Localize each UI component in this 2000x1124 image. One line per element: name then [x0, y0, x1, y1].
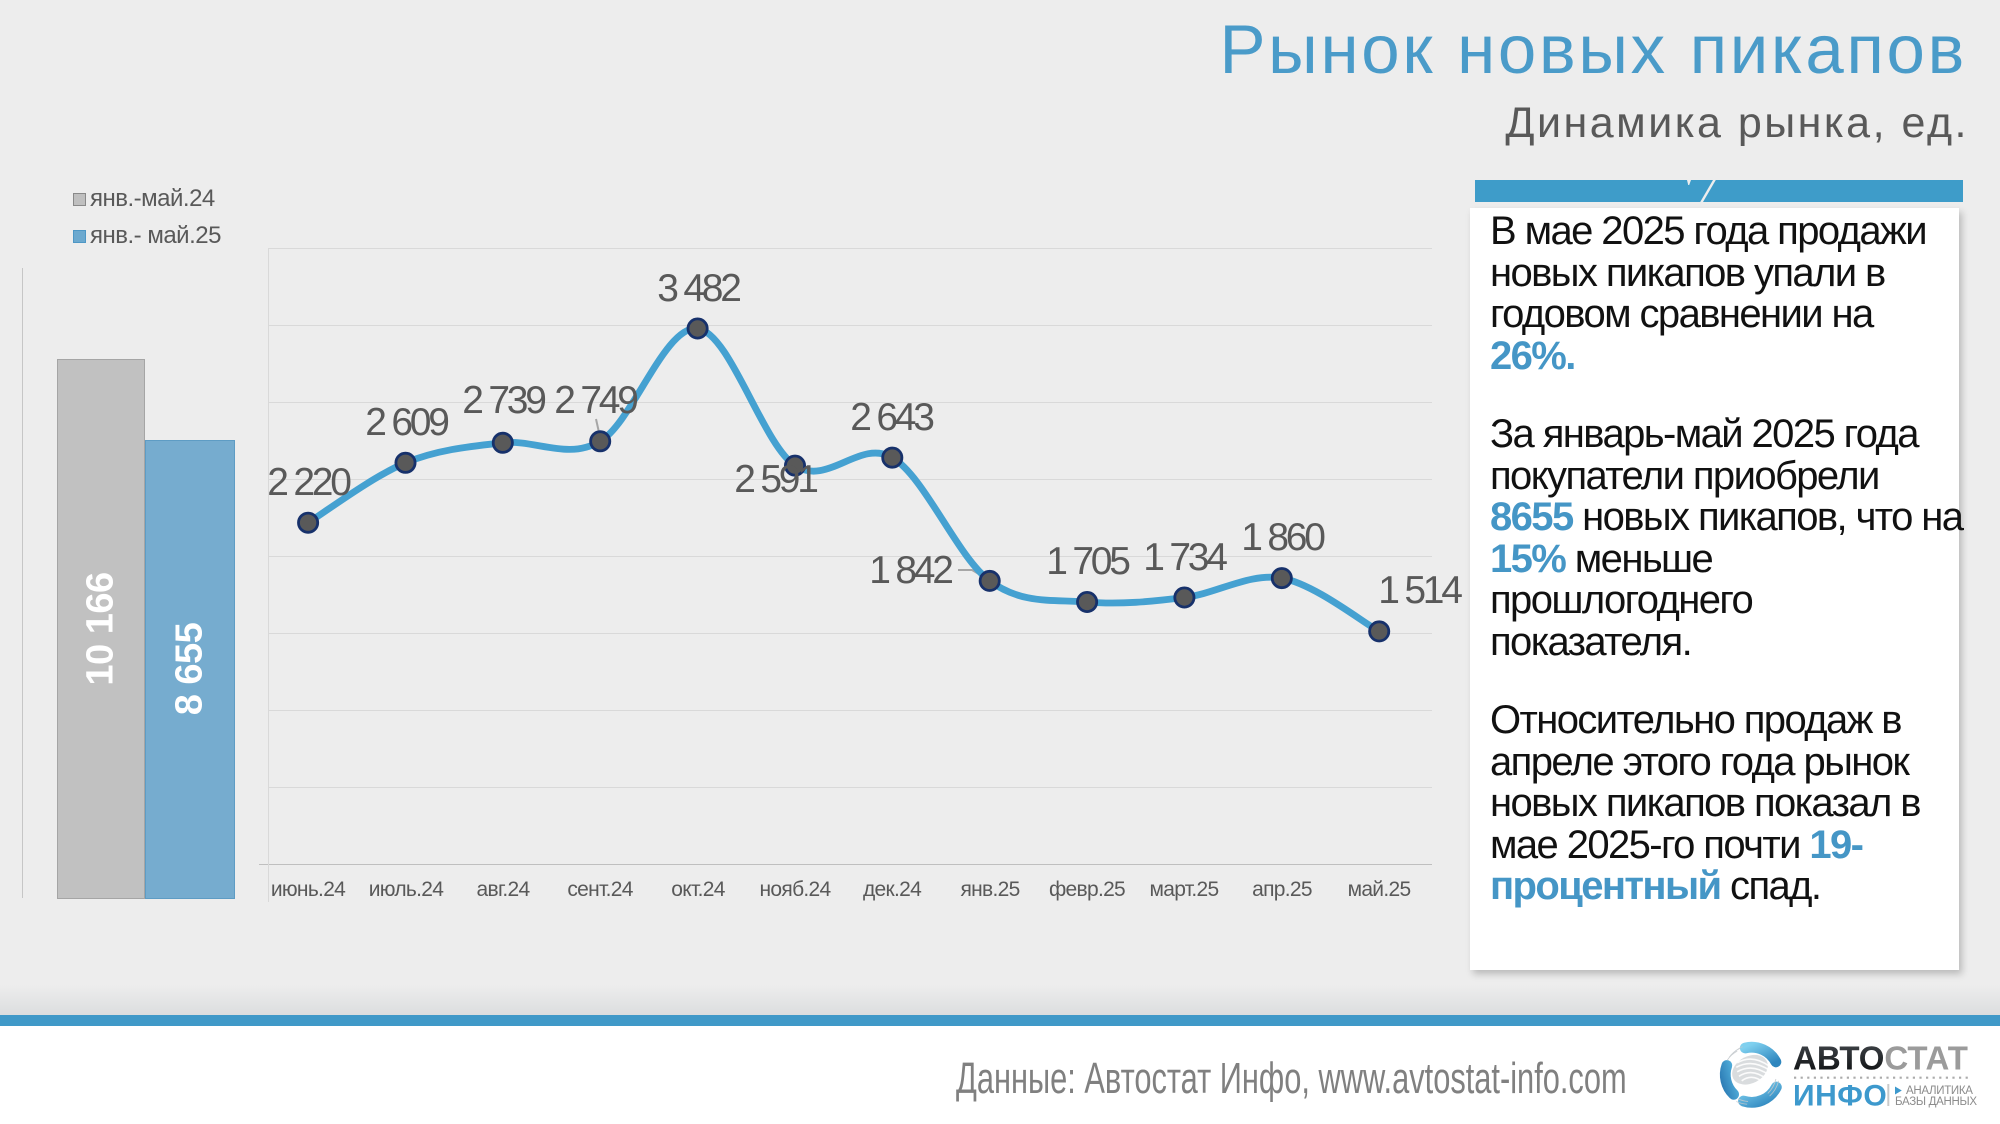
svg-text:АНАЛИТИКА: АНАЛИТИКА	[1906, 1085, 1973, 1097]
svg-text:ИНФО: ИНФО	[1793, 1080, 1887, 1113]
svg-text:БАЗЫ ДАННЫХ: БАЗЫ ДАННЫХ	[1895, 1096, 1977, 1108]
svg-text:АВТОСТАТ: АВТОСТАТ	[1793, 1040, 1968, 1077]
